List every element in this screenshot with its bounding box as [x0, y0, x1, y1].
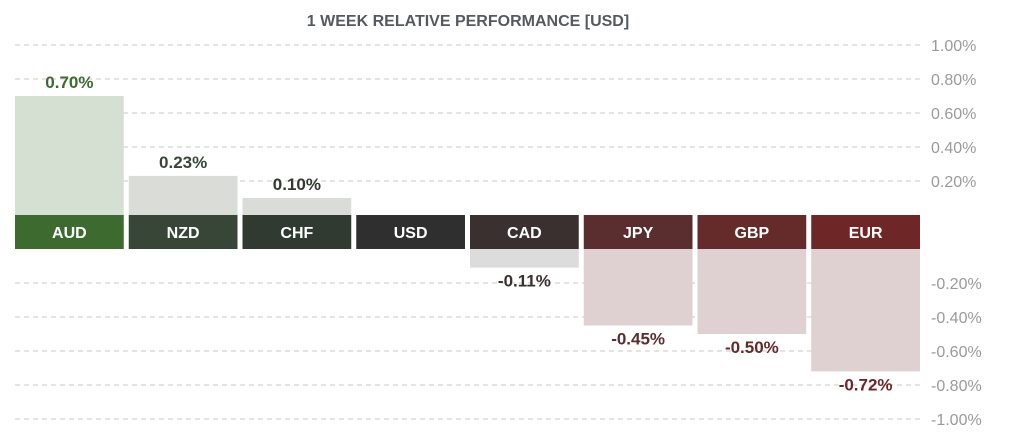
category-label-cad: CAD — [507, 225, 542, 242]
y-tick-label: 0.40% — [931, 140, 976, 157]
bar-chf — [242, 198, 352, 215]
y-tick-label: -0.20% — [931, 276, 982, 293]
y-tick-label: 0.20% — [931, 174, 976, 191]
y-tick-label: -0.60% — [931, 344, 982, 361]
y-tick-label: -0.80% — [931, 378, 982, 395]
value-label-layer: 0.70% 0.23% 0.10% -0.11% -0.45% -0.50% -0.72% — [45, 73, 892, 394]
grid-layer: 1.00% 0.80% 0.60% 0.40% 0.20% -0.20% -0.40% -0.… — [15, 38, 982, 429]
bar-eur — [811, 249, 920, 372]
value-label-cad: -0.11% — [498, 272, 551, 291]
category-box-gbp — [697, 215, 807, 249]
bar-layer — [15, 96, 920, 372]
value-label-aud: 0.70% — [45, 73, 93, 92]
y-tick-label: -0.40% — [931, 310, 982, 327]
category-box-aud — [15, 215, 124, 249]
value-label-eur: -0.72% — [839, 375, 893, 394]
category-label-nzd: NZD — [167, 225, 200, 242]
category-box-usd — [356, 215, 465, 249]
y-tick-label: 1.00% — [931, 38, 976, 55]
category-label-chf: CHF — [280, 225, 313, 242]
category-label-aud: AUD — [52, 225, 87, 242]
value-label-chf: 0.10% — [273, 175, 321, 194]
category-box-chf — [242, 215, 352, 249]
category-label-eur: EUR — [849, 225, 883, 242]
bar-aud — [15, 96, 124, 215]
value-label-gbp: -0.50% — [725, 338, 779, 357]
category-label-layer: AUD NZD CHF USD CAD JPY GBP EUR — [15, 215, 920, 249]
bar-jpy — [583, 249, 693, 326]
category-box-jpy — [583, 215, 693, 249]
category-label-usd: USD — [394, 225, 428, 242]
category-box-eur — [811, 215, 920, 249]
y-tick-label: 0.80% — [931, 72, 976, 89]
category-label-gbp: GBP — [735, 225, 770, 242]
y-tick-label: 0.60% — [931, 106, 976, 123]
category-box-nzd — [128, 215, 238, 249]
category-box-cad — [470, 215, 579, 249]
value-label-jpy: -0.45% — [611, 330, 665, 349]
category-label-jpy: JPY — [623, 225, 654, 242]
bar-cad — [470, 249, 579, 268]
value-label-nzd: 0.23% — [159, 153, 207, 172]
y-tick-label: -1.00% — [931, 412, 982, 429]
bar-gbp — [697, 249, 807, 334]
chart-title: 1 WEEK RELATIVE PERFORMANCE [USD] — [307, 13, 629, 30]
bar-nzd — [128, 175, 238, 215]
